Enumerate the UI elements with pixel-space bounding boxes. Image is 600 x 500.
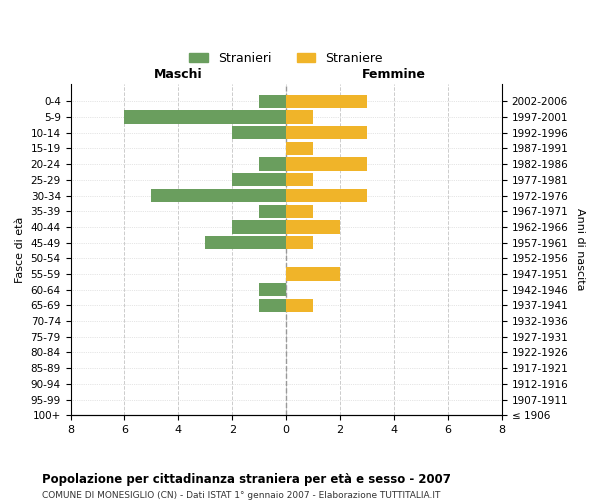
Bar	[286, 110, 313, 124]
Text: Maschi: Maschi	[154, 68, 203, 81]
Bar	[286, 220, 340, 234]
Bar	[286, 236, 313, 250]
Bar	[286, 204, 313, 218]
Legend: Stranieri, Straniere: Stranieri, Straniere	[184, 47, 388, 70]
Bar	[286, 126, 367, 140]
Bar	[232, 173, 286, 186]
Bar	[259, 158, 286, 171]
Text: Popolazione per cittadinanza straniera per età e sesso - 2007: Popolazione per cittadinanza straniera p…	[42, 472, 451, 486]
Bar	[259, 283, 286, 296]
Text: Femmine: Femmine	[362, 68, 426, 81]
Y-axis label: Anni di nascita: Anni di nascita	[575, 208, 585, 291]
Bar	[259, 204, 286, 218]
Y-axis label: Fasce di età: Fasce di età	[15, 216, 25, 282]
Text: COMUNE DI MONESIGLIO (CN) - Dati ISTAT 1° gennaio 2007 - Elaborazione TUTTITALIA: COMUNE DI MONESIGLIO (CN) - Dati ISTAT 1…	[42, 491, 440, 500]
Bar	[286, 268, 340, 280]
Bar	[286, 298, 313, 312]
Bar	[259, 94, 286, 108]
Bar	[286, 94, 367, 108]
Bar	[286, 189, 367, 202]
Bar	[232, 126, 286, 140]
Bar	[124, 110, 286, 124]
Bar	[259, 298, 286, 312]
Bar	[205, 236, 286, 250]
Bar	[286, 173, 313, 186]
Bar	[232, 220, 286, 234]
Bar	[151, 189, 286, 202]
Bar	[286, 142, 313, 155]
Bar	[286, 158, 367, 171]
